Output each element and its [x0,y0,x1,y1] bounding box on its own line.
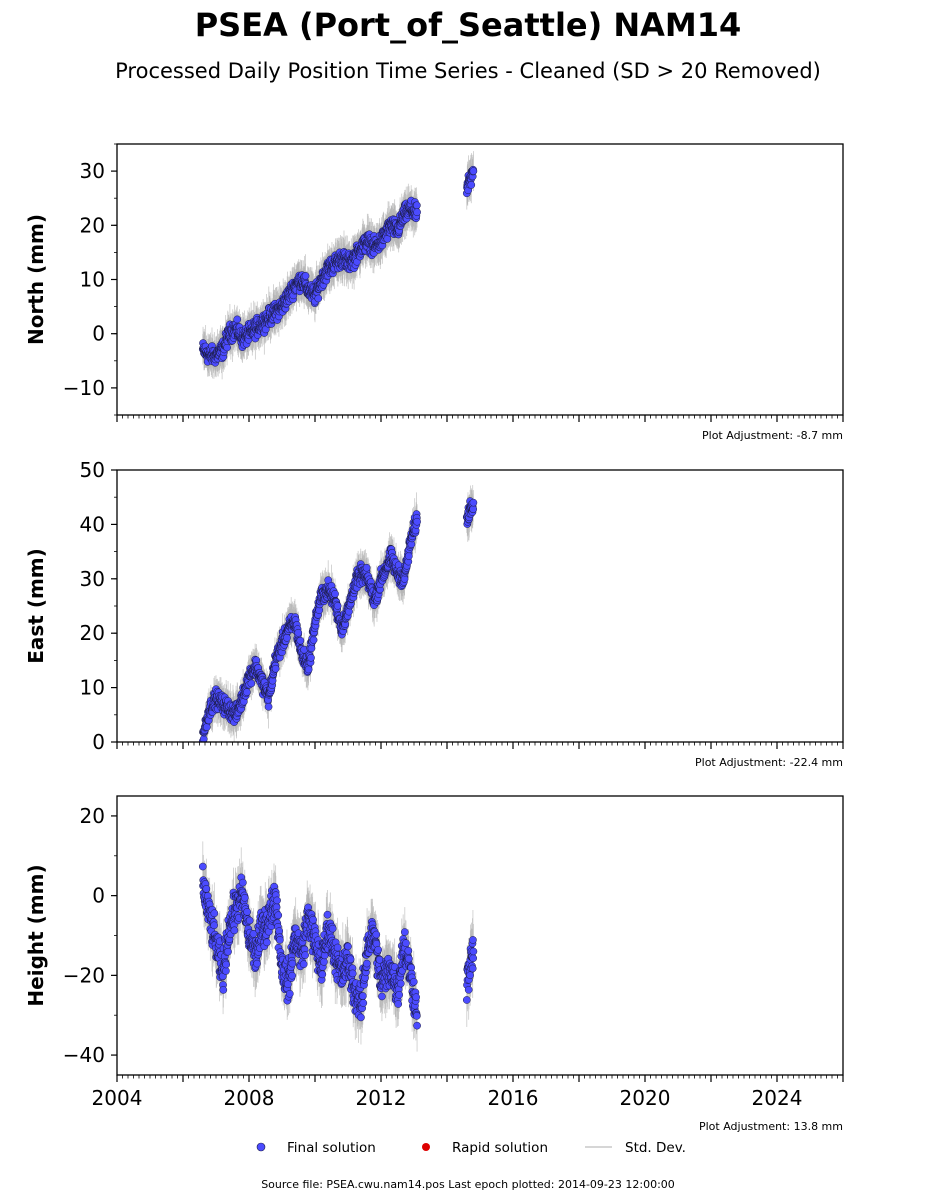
data-point [307,644,316,653]
data-point [362,563,371,572]
figure-subtitle: Processed Daily Position Time Series - C… [115,59,821,83]
plot-adjustment-note: Plot Adjustment: -8.7 mm [702,429,843,442]
y-tick-label: 30 [80,159,105,183]
plot-area-1 [198,485,478,742]
panel-1: 0 10 20 30 40 50 East (mm) Plot Adjustment: -22… [24,458,844,769]
axes-frame-0 [116,143,844,416]
y-tick-label: −10 [63,376,105,400]
data-point [264,702,273,711]
data-point [412,201,421,210]
data-point [301,272,310,280]
data-point [413,208,421,217]
data-point [467,181,476,189]
data-point [247,679,256,688]
y-tick-label: 50 [80,458,105,482]
data-point [469,167,478,175]
data-point [469,505,478,513]
y-tick-label: 20 [80,621,105,645]
data-point [294,628,303,637]
figure-title: PSEA (Port_of_Seattle) NAM14 [195,6,742,44]
panels: −10 0 10 20 30 North (mm) Plot Adjustment: -8.… [24,143,844,1133]
data-point [283,634,291,642]
data-point [309,636,318,644]
plot-adjustment-note: Plot Adjustment: -22.4 mm [695,756,843,769]
y-tick-label: 40 [80,512,105,536]
y-tick-label: 10 [80,268,105,292]
data-point [202,723,211,731]
data-point [333,602,342,610]
data-point [331,590,339,598]
y-tick-label: 0 [92,730,105,754]
data-point [307,653,315,662]
data-point [404,552,413,560]
y-axis-label: East (mm) [24,548,48,664]
y-tick-label: 30 [80,567,105,591]
y-tick-label: 20 [80,213,105,237]
y-tick-label: 0 [92,322,105,346]
data-point [233,315,242,324]
data-point [296,636,305,645]
data-point [413,517,421,526]
y-axis-label: North (mm) [24,214,48,345]
y-tick-label: 10 [80,676,105,700]
panel-0: −10 0 10 20 30 North (mm) Plot Adjustment: -8.… [24,143,844,442]
data-point [271,664,280,673]
data-point [243,688,251,696]
data-point [304,665,313,674]
plot-area-0 [198,151,478,380]
data-point [314,294,323,303]
data-point [469,498,478,507]
plot-area-2 [198,841,478,1052]
